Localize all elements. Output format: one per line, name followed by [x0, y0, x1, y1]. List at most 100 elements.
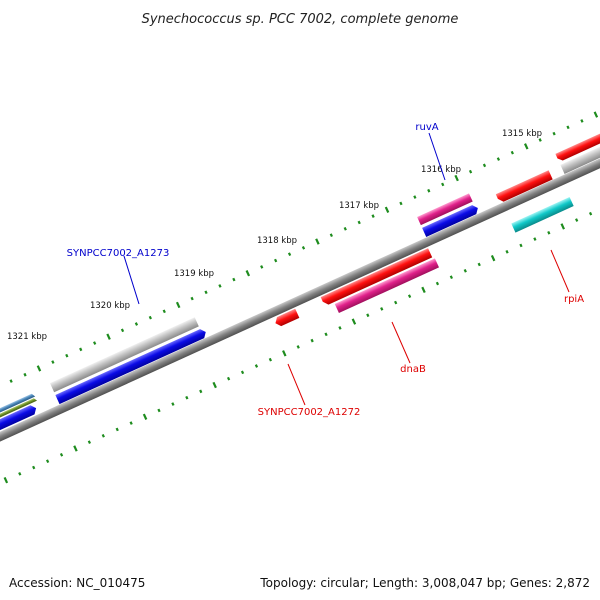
gene-gray-A1273[interactable]: [49, 317, 199, 393]
gene-cyan-rpiA[interactable]: [511, 196, 574, 233]
ruler-tick: [36, 365, 42, 372]
gene-label-rpiA[interactable]: rpiA: [564, 294, 584, 305]
gene-red-A1272[interactable]: [273, 308, 300, 328]
ruler-tick: [175, 301, 181, 309]
ruler-tick: [482, 163, 487, 168]
ruler-tick: [468, 169, 473, 174]
ruler-tick: [101, 433, 105, 438]
ruler-tick: [240, 370, 245, 375]
ruler-tick: [421, 286, 426, 294]
ruler-tick: [324, 332, 328, 337]
tick-label: 1318 kbp: [257, 236, 297, 246]
ruler-tick: [463, 269, 467, 273]
gene-steelblue[interactable]: [0, 393, 36, 421]
ruler-tick: [496, 157, 501, 161]
ruler-tick: [51, 360, 55, 364]
map-title: Synechococcus sp. PCC 7002, complete gen…: [142, 12, 459, 27]
ruler-tick: [106, 333, 111, 340]
gene-label-ruvA[interactable]: ruvA: [415, 122, 438, 133]
ruler-tick: [87, 440, 92, 444]
ruler-tick: [212, 381, 217, 389]
gene-label-A1272[interactable]: SYNPCC7002_A1272: [258, 407, 361, 418]
gene-labels: ruvA SYNPCC7002_A1273 rpiA dnaB SYNPCC70…: [67, 122, 585, 418]
ruler-tick: [65, 353, 69, 358]
ruler-tick: [226, 376, 231, 381]
callout-rpiA: [550, 249, 570, 293]
ruler-tick: [129, 421, 133, 425]
gene-label-dnaB[interactable]: dnaB: [400, 364, 426, 375]
ruler-tick: [593, 111, 599, 118]
ruler-tick: [552, 131, 556, 136]
ruler-tick: [274, 258, 278, 263]
ruler-tick: [245, 270, 251, 277]
ruler-tick: [18, 472, 22, 476]
tick-label: 1317 kbp: [339, 201, 379, 211]
ruler-tick: [566, 125, 570, 130]
ruler-tick: [93, 341, 97, 345]
gene-red-right-a[interactable]: [495, 170, 553, 203]
summary-text: Topology: circular; Length: 3,008,047 bp…: [259, 576, 590, 590]
ruler-tick: [538, 138, 542, 142]
ruler-tick: [427, 188, 431, 193]
ruler-tick: [287, 252, 292, 257]
ruler-tick: [204, 290, 208, 295]
ruler-tick: [310, 338, 314, 343]
inner-ruler: [3, 211, 593, 484]
genome-backbone: [0, 121, 600, 479]
ruler-tick: [59, 453, 64, 457]
ruler-tick: [301, 246, 306, 250]
ruler-tick: [380, 307, 384, 311]
ruler-tick: [148, 315, 152, 320]
gene-red-right-b[interactable]: [555, 126, 600, 162]
gene-magenta-ruvA[interactable]: [417, 193, 473, 226]
ruler-tick: [413, 195, 417, 199]
ruler-tick: [477, 262, 481, 267]
ruler-tick: [79, 347, 83, 352]
accession-text: Accession: NC_010475: [9, 576, 145, 590]
ruler-tick: [510, 150, 514, 155]
callouts: [123, 132, 570, 406]
ruler-tick: [580, 119, 584, 123]
ruler-tick: [120, 328, 125, 333]
callout-A1273: [123, 255, 140, 305]
gene-gray-right[interactable]: [560, 137, 600, 174]
ruler-tick: [399, 201, 403, 206]
ruler-tick: [162, 309, 166, 314]
ruler-tick: [32, 465, 36, 470]
ruler-tick: [9, 379, 13, 383]
ruler-tick: [384, 206, 390, 213]
ruler-tick: [171, 402, 175, 406]
ruler-tick: [190, 296, 194, 301]
ruler-tick: [218, 284, 222, 288]
callout-dnaB: [391, 321, 411, 364]
gene-blue-ruvA[interactable]: [422, 203, 480, 237]
ruler-tick: [329, 233, 333, 237]
gene-magenta-dnaB[interactable]: [334, 258, 440, 314]
ruler-tick: [185, 395, 189, 400]
ruler-tick: [3, 477, 9, 484]
gene-blue-left[interactable]: [0, 404, 38, 436]
ruler-tick: [547, 230, 551, 235]
tick-label: 1320 kbp: [90, 301, 130, 311]
gene-label-A1273[interactable]: SYNPCC7002_A1273: [67, 248, 170, 259]
ruler-tick: [157, 408, 161, 413]
ruler-tick: [315, 238, 320, 245]
gene-olive[interactable]: [0, 397, 38, 426]
ruler-tick: [435, 281, 440, 286]
ruler-tick: [254, 364, 259, 368]
ruler-tick: [394, 300, 398, 305]
gene-red-dnaB[interactable]: [320, 248, 433, 306]
ruler-tick: [134, 322, 139, 326]
tick-label: 1319 kbp: [174, 269, 214, 279]
ruler-tick: [505, 249, 509, 254]
ruler-tick: [533, 237, 537, 241]
gene-blue-A1273[interactable]: [55, 327, 207, 405]
ruler-tick: [490, 254, 496, 262]
tick-label: 1321 kbp: [7, 332, 47, 342]
tick-labels: 1315 kbp 1316 kbp 1317 kbp 1318 kbp 1319 kbp…: [7, 129, 542, 342]
ruler-tick: [23, 372, 27, 377]
ruler-tick: [260, 265, 264, 269]
ruler-tick: [73, 445, 78, 452]
